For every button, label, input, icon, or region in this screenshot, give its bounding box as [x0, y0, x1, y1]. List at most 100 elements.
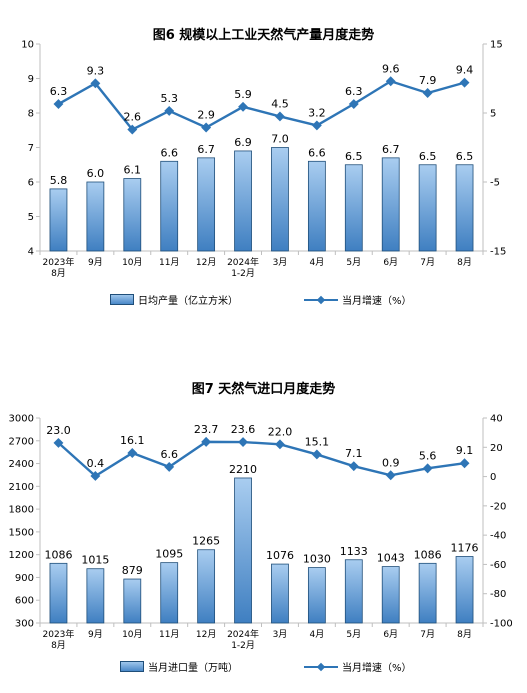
x-tick-label: 5月 — [346, 629, 361, 640]
line-value-label: 5.9 — [234, 88, 252, 101]
bar — [49, 562, 68, 624]
line-value-label: 6.3 — [50, 85, 68, 98]
line-value-label: 0.9 — [382, 456, 400, 469]
y-tick-label-left: 3000 — [9, 414, 34, 425]
y-tick-label-left: 1800 — [9, 505, 34, 516]
y-tick-label-right: -80 — [490, 589, 506, 600]
bar-value-label: 6.7 — [382, 143, 400, 156]
bar — [455, 164, 474, 252]
line-point — [422, 88, 433, 98]
bar — [307, 567, 326, 624]
y-tick-label-left: 2700 — [9, 436, 34, 447]
x-tick-label: 8月 — [457, 257, 472, 268]
bar-value-label: 6.7 — [197, 143, 215, 156]
x-tick-label: 3月 — [273, 629, 288, 640]
growth-line — [57, 440, 465, 478]
legend-bar-production: 日均产量（亿立方米） — [110, 292, 238, 307]
line-value-label: 9.1 — [456, 444, 474, 457]
bar — [49, 188, 68, 252]
y-tick-label-left: 600 — [15, 596, 34, 607]
bar — [381, 157, 400, 252]
bar — [271, 147, 289, 252]
y-tick-label-right: 20 — [490, 443, 503, 454]
legend-bar-swatch — [110, 294, 134, 305]
bar-value-label: 6.5 — [419, 150, 437, 163]
bar-value-label: 6.6 — [160, 146, 178, 159]
y-tick-label-left: 4 — [28, 247, 34, 258]
x-tick-label: 6月 — [383, 629, 398, 640]
x-tick-label: 11月 — [159, 629, 179, 640]
bar — [234, 150, 252, 252]
legend-line-label: 当月增速（%） — [342, 296, 412, 307]
legend-bar-imports: 当月进口量（万吨） — [120, 659, 238, 674]
legend-line-imports: 当月增速（%） — [304, 659, 412, 674]
line-point — [164, 461, 175, 472]
y-tick-label-right: -5 — [490, 178, 500, 189]
y-tick-label-right: 5 — [490, 109, 496, 120]
line-value-label: 9.3 — [87, 64, 105, 77]
y-tick-label-right: 15 — [490, 40, 503, 51]
line-value-label: 5.3 — [160, 92, 178, 105]
bar — [86, 181, 105, 252]
bar-value-label: 1265 — [192, 535, 220, 548]
bar-value-label: 1086 — [44, 548, 72, 561]
line-point — [90, 78, 101, 89]
y-tick-label-right: -15 — [490, 247, 506, 258]
y-tick-label-right: 40 — [490, 414, 503, 425]
line-point — [238, 437, 248, 447]
bar — [271, 563, 289, 624]
bar-value-label: 1043 — [377, 552, 405, 565]
x-tick-label: 10月 — [122, 629, 142, 640]
line-value-label: 23.7 — [194, 423, 219, 436]
line-point — [53, 99, 64, 109]
growth-line — [57, 79, 465, 132]
x-tick-label: 8月 — [51, 268, 66, 279]
chart-title-production: 图6 规模以上工业天然气产量月度走势 — [152, 28, 375, 43]
y-tick-label-left: 2100 — [9, 482, 34, 493]
x-tick-label: 9月 — [88, 629, 103, 640]
bar-value-label: 1015 — [81, 554, 109, 567]
x-tick-label: 3月 — [273, 257, 288, 268]
bar-value-label: 6.1 — [124, 164, 142, 177]
x-tick-label: 11月 — [159, 257, 179, 268]
line-value-label: 15.1 — [305, 435, 330, 448]
y-tick-label-right: -100 — [490, 619, 513, 630]
bar-value-label: 1076 — [266, 549, 294, 562]
line-value-label: 3.2 — [308, 106, 326, 119]
bar — [234, 477, 252, 624]
legend-line-swatch — [304, 295, 338, 305]
bar-value-label: 6.9 — [234, 136, 252, 149]
line-value-label: 22.0 — [268, 425, 293, 438]
line-point — [311, 449, 322, 460]
bar — [418, 164, 437, 252]
bar — [160, 160, 179, 252]
line-point — [459, 458, 470, 469]
line-value-label: 6.6 — [160, 448, 178, 461]
x-tick-label: 7月 — [420, 257, 435, 268]
x-tick-label: 2023年 — [43, 256, 75, 268]
line-value-label: 16.1 — [120, 434, 145, 447]
y-tick-label-left: 10 — [21, 40, 34, 51]
line-value-label: 9.4 — [456, 64, 474, 77]
y-tick-label-right: -60 — [490, 560, 506, 571]
bar — [123, 578, 142, 624]
bar — [160, 562, 179, 624]
y-tick-label-left: 6 — [28, 178, 34, 189]
line-point — [311, 120, 322, 131]
line-point — [275, 111, 285, 122]
bar — [123, 178, 142, 252]
y-tick-label-left: 300 — [15, 619, 34, 630]
legend-line-production: 当月增速（%） — [304, 292, 412, 307]
bar — [455, 556, 474, 624]
line-point — [201, 436, 212, 447]
x-tick-label: 10月 — [122, 257, 142, 268]
bar-value-label: 1030 — [303, 553, 331, 566]
bar — [418, 562, 437, 624]
legend-line-swatch — [304, 662, 338, 672]
y-tick-label-left: 900 — [15, 573, 34, 584]
bar-value-label: 2210 — [229, 463, 257, 476]
bar-value-label: 879 — [122, 564, 143, 577]
y-tick-label-left: 7 — [28, 143, 34, 154]
x-tick-label: 8月 — [457, 629, 472, 640]
